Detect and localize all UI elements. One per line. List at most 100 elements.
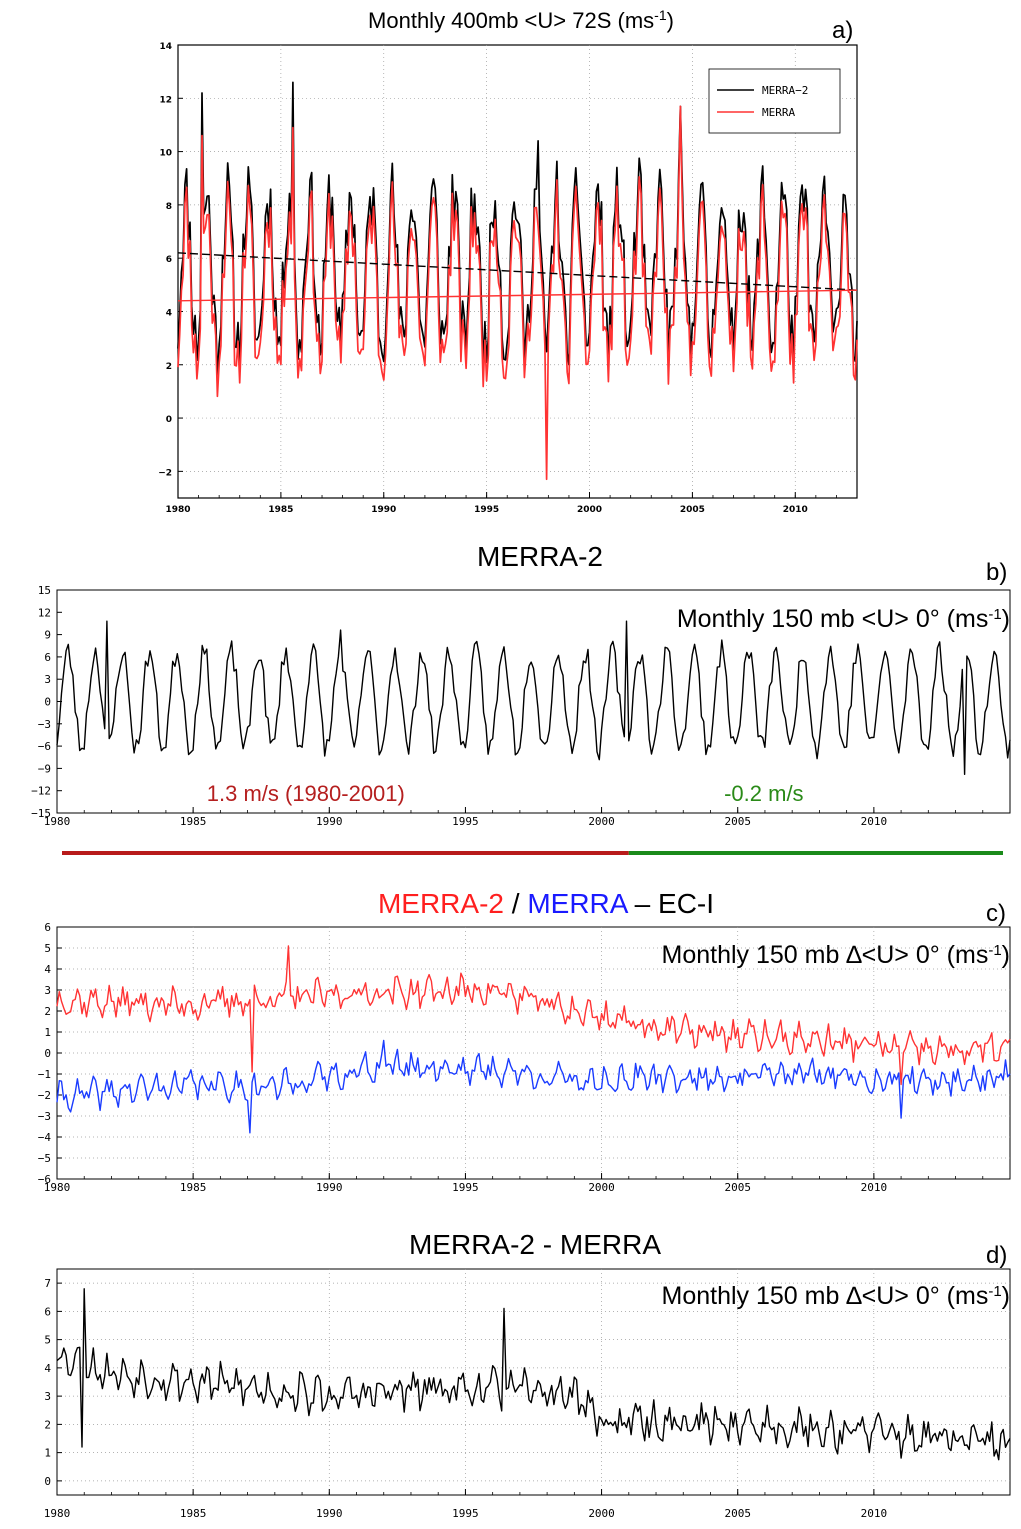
x-tick-label: 1990 bbox=[316, 1507, 343, 1520]
panel-c-series bbox=[56, 945, 1011, 1134]
trend-line-1 bbox=[177, 252, 858, 291]
y-tick-label: 1 bbox=[44, 1447, 51, 1460]
y-tick-label: −1 bbox=[38, 1068, 51, 1081]
legend-merra-label: MERRA bbox=[762, 106, 795, 119]
y-tick-label: 2 bbox=[44, 1005, 51, 1018]
y-tick-label: 3 bbox=[44, 1390, 51, 1403]
y-tick-label: −3 bbox=[38, 1110, 51, 1123]
x-tick-label: 1985 bbox=[180, 815, 207, 828]
y-tick-label: −9 bbox=[38, 762, 51, 775]
y-tick-label: 15 bbox=[38, 584, 51, 597]
trend-annotation-late: -0.2 m/s bbox=[724, 781, 803, 806]
x-tick-label: 1985 bbox=[180, 1507, 207, 1520]
y-tick-label: 8 bbox=[166, 202, 172, 212]
x-tick-label: 1995 bbox=[452, 815, 479, 828]
y-tick-label: 2 bbox=[44, 1418, 51, 1431]
x-tick-label: 2000 bbox=[577, 505, 602, 515]
panel-c-axes: −6 −5 −4 −3 −2 −1 0 1 2 3 4 5 6 1980 1985 1990 1995 2000 2… bbox=[38, 921, 1011, 1194]
x-tick-label: 2005 bbox=[724, 815, 751, 828]
panel-d-grid bbox=[57, 1269, 1010, 1495]
x-tick-label: 1990 bbox=[371, 505, 396, 515]
panel-c-label: c) bbox=[986, 900, 1006, 927]
y-tick-label: 5 bbox=[44, 942, 51, 955]
trend-annotation-early: 1.3 m/s (1980-2001) bbox=[207, 781, 405, 806]
y-tick-label: 3 bbox=[44, 984, 51, 997]
series-line-1 bbox=[56, 1288, 1011, 1461]
y-tick-label: 3 bbox=[44, 673, 51, 686]
y-tick-label: 0 bbox=[44, 696, 51, 709]
x-tick-label: 2010 bbox=[861, 815, 888, 828]
x-tick-label: 1980 bbox=[165, 505, 190, 515]
panel-a-legend: MERRA−2 MERRA bbox=[708, 68, 841, 134]
panel-a: Monthly 400mb <U> 72S (ms-1) a) −2 0 2 4 6 8 1… bbox=[158, 7, 858, 515]
x-tick-label: 1995 bbox=[452, 1507, 479, 1520]
y-tick-label: −6 bbox=[38, 1173, 51, 1186]
y-tick-label: 1 bbox=[44, 1026, 51, 1039]
x-tick-label: 2005 bbox=[680, 505, 705, 515]
y-tick-label: 9 bbox=[44, 629, 51, 642]
panel-d-title: MERRA-2 - MERRA bbox=[409, 1229, 661, 1260]
y-tick-label: 2 bbox=[166, 362, 172, 372]
x-tick-label: 2010 bbox=[861, 1507, 888, 1520]
panel-a-label: a) bbox=[832, 17, 853, 44]
y-tick-label: 6 bbox=[44, 921, 51, 934]
legend-box bbox=[708, 68, 841, 134]
y-tick-label: −2 bbox=[38, 1089, 51, 1102]
x-tick-label: 1985 bbox=[180, 1181, 207, 1194]
y-tick-label: −4 bbox=[38, 1131, 52, 1144]
x-tick-label: 1990 bbox=[316, 815, 343, 828]
y-tick-label: −3 bbox=[38, 718, 51, 731]
panel-a-plot-frame bbox=[177, 44, 858, 499]
y-tick-label: 4 bbox=[44, 1362, 51, 1375]
x-tick-label: 2000 bbox=[588, 815, 615, 828]
panel-c-grid bbox=[57, 927, 1010, 1179]
panel-d-series bbox=[56, 1288, 1011, 1461]
x-tick-label: 2000 bbox=[588, 1507, 615, 1520]
legend-merra2-label: MERRA−2 bbox=[762, 84, 808, 97]
y-tick-label: −5 bbox=[38, 1152, 51, 1165]
y-tick-label: 7 bbox=[44, 1277, 51, 1290]
x-tick-label: 2010 bbox=[783, 505, 808, 515]
y-tick-label: 12 bbox=[38, 606, 51, 619]
y-tick-label: 12 bbox=[159, 95, 172, 105]
panel-b-inner-title: Monthly 150 mb <U> 0° (ms-1) bbox=[677, 605, 1010, 633]
y-tick-label: 14 bbox=[159, 42, 172, 52]
panel-b-title: MERRA-2 bbox=[477, 541, 603, 572]
panel-a-axes: −2 0 2 4 6 8 10 12 14 1980 1985 1990 1995 2000 2005 201… bbox=[158, 42, 858, 515]
y-tick-label: −12 bbox=[31, 785, 51, 798]
y-tick-label: 4 bbox=[44, 963, 51, 976]
y-tick-label: −15 bbox=[31, 807, 51, 820]
panel-d-inner-title: Monthly 150 mb ∆<U> 0° (ms-1) bbox=[662, 1282, 1010, 1310]
y-tick-label: −2 bbox=[158, 468, 172, 478]
y-tick-label: 6 bbox=[44, 1305, 51, 1318]
panel-b-label: b) bbox=[986, 559, 1007, 586]
y-tick-label: 5 bbox=[44, 1334, 51, 1347]
x-tick-label: 2010 bbox=[861, 1181, 888, 1194]
x-tick-label: 2000 bbox=[588, 1181, 615, 1194]
x-tick-label: 2005 bbox=[724, 1181, 751, 1194]
panel-a-series bbox=[177, 81, 858, 481]
y-tick-label: 6 bbox=[44, 651, 51, 664]
y-tick-label: 4 bbox=[166, 308, 172, 318]
x-tick-label: 1995 bbox=[452, 1181, 479, 1194]
y-tick-label: 6 bbox=[166, 255, 172, 265]
panel-b-series bbox=[56, 620, 1011, 775]
series-line-2 bbox=[56, 1039, 1011, 1134]
x-tick-label: 1980 bbox=[44, 1181, 71, 1194]
y-tick-label: 10 bbox=[159, 149, 172, 159]
x-tick-label: 1980 bbox=[44, 815, 71, 828]
panel-b-axes: −15 −12 −9 −6 −3 0 3 6 9 12 15 1980 1985 1990 1995 2000… bbox=[31, 584, 1011, 828]
panel-c-title: MERRA-2 / MERRA – EC-I bbox=[378, 888, 714, 919]
panel-c-inner-title: Monthly 150 mb ∆<U> 0° (ms-1) bbox=[662, 941, 1010, 969]
x-tick-label: 1990 bbox=[316, 1181, 343, 1194]
panel-d: MERRA-2 - MERRA d) 0 1 2 3 4 5 6 7 1980 1985 1990 1… bbox=[44, 1229, 1011, 1520]
panel-a-title: Monthly 400mb <U> 72S (ms-1) bbox=[368, 7, 674, 33]
panel-d-label: d) bbox=[986, 1242, 1007, 1269]
y-tick-label: −6 bbox=[38, 740, 51, 753]
x-tick-label: 2005 bbox=[724, 1507, 751, 1520]
y-tick-label: 0 bbox=[44, 1475, 51, 1488]
trend-line-2 bbox=[177, 289, 858, 302]
panel-c: MERRA-2 / MERRA – EC-I c) −6 −5 −4 −3 −2 −1 0 1… bbox=[38, 888, 1011, 1194]
y-tick-label: 0 bbox=[166, 415, 172, 425]
